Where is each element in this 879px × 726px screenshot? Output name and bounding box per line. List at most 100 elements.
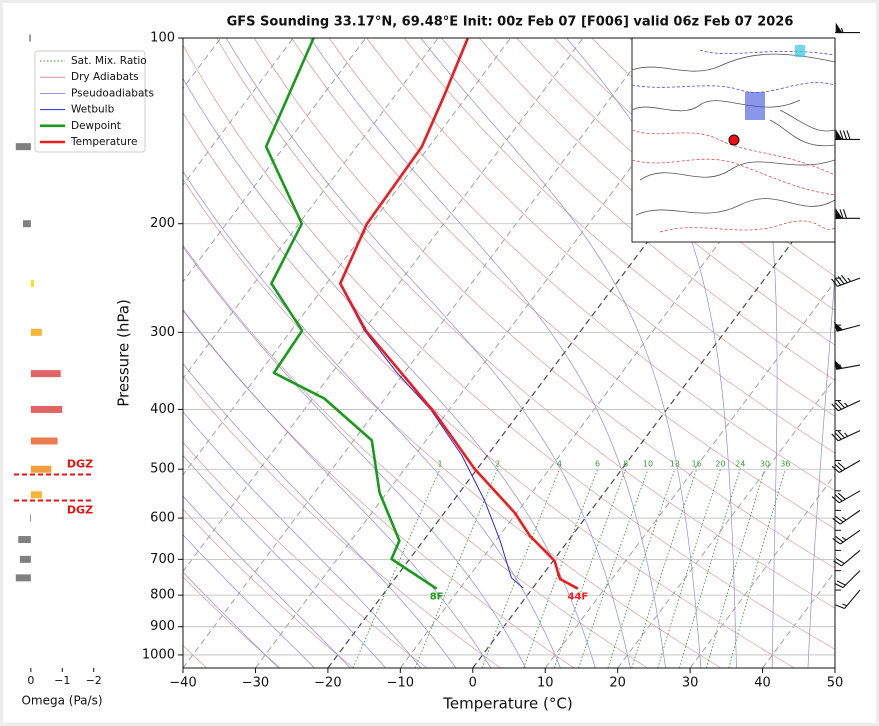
pseudoadiabat [807, 268, 835, 668]
x-tick-label: −40 [169, 676, 196, 691]
mixing-ratio-line [481, 469, 560, 668]
profile-line [339, 37, 579, 590]
dry-adiabat [366, 38, 835, 454]
map-contours [632, 45, 835, 233]
x-tick-label: 0 [469, 676, 477, 691]
omega-bar [19, 555, 31, 563]
dry-adiabat [183, 244, 648, 668]
isotherm [183, 38, 439, 379]
mixing-ratio-label: 6 [595, 460, 600, 469]
legend-label: Temperature [70, 136, 138, 148]
y-tick-label: 100 [150, 31, 175, 46]
map-precip [745, 92, 765, 120]
chart-title: GFS Sounding 33.17°N, 69.48°E Init: 00z … [227, 15, 794, 30]
legend-label: Pseudoadiabats [71, 87, 154, 99]
dry-adiabat [183, 441, 428, 668]
map-temp-contour [699, 49, 835, 56]
mixing-ratio-label: 16 [692, 460, 702, 469]
isotherm [255, 38, 729, 668]
dry-adiabat [441, 38, 835, 381]
isotherm [183, 38, 656, 668]
wind-barb [832, 509, 861, 525]
mixing-ratio-label: 4 [557, 460, 562, 469]
wind-barb [831, 490, 861, 504]
legend-label: Dry Adiabats [71, 71, 139, 83]
x-tick-label: −10 [387, 676, 414, 691]
wind-barb [831, 460, 861, 473]
omega-bar [30, 514, 32, 522]
highlight-isotherm [327, 38, 801, 668]
map-contour [779, 109, 835, 132]
dry-adiabat [403, 38, 835, 417]
y-tick-label: 800 [150, 588, 175, 603]
omega-bar [30, 465, 52, 473]
wind-barb-flag [835, 129, 843, 140]
pseudoadiabat [309, 38, 666, 668]
omega-bar [29, 34, 31, 42]
profiles: 8F 44F [264, 37, 589, 603]
omega-tick-label: 0 [27, 674, 34, 687]
pseudoadiabat [183, 363, 457, 668]
omega-tick-label: −2 [86, 674, 102, 687]
y-tick-label: 300 [150, 325, 175, 340]
background-lines [183, 38, 835, 668]
dry-adiabat [183, 508, 354, 668]
mixing-ratio-label: 1 [438, 460, 443, 469]
mixing-ratio-label: 30 [760, 460, 770, 469]
map-contour [769, 119, 835, 147]
x-tick-label: 30 [682, 676, 699, 691]
wind-barb [831, 400, 861, 412]
surface-label: 44F [568, 592, 589, 603]
pseudoadiabat [183, 454, 387, 668]
mixing-ratio-line [706, 469, 766, 668]
mixing-ratio-label: 13 [670, 460, 680, 469]
legend: Sat. Mix. Ratio Dry Adiabats Pseudoadiabat… [34, 50, 154, 153]
omega-tick-label: −1 [54, 674, 70, 687]
highlight-isotherm [472, 184, 835, 668]
mixing-ratio-line [523, 469, 599, 668]
omega-bar [23, 220, 31, 228]
pseudoadiabat [225, 38, 631, 668]
x-tick-label: 40 [754, 676, 771, 691]
pseudoadiabat [183, 246, 526, 668]
dry-adiabat [183, 112, 795, 668]
mixing-ratio-label: 10 [643, 460, 653, 469]
dry-adiabat [183, 178, 722, 668]
map-contour [639, 159, 835, 181]
omega-bar [30, 370, 61, 378]
wind-barbs [831, 22, 861, 609]
dry-adiabat [216, 38, 835, 609]
map-contour [632, 53, 835, 72]
dry-adiabat [183, 44, 835, 650]
y-tick-label: 200 [150, 216, 175, 231]
wind-barb-flag [835, 208, 843, 219]
omega-bar [30, 328, 42, 336]
dry-adiabat [183, 310, 575, 668]
isotherm [689, 474, 835, 668]
dgz-label: DGZ [67, 504, 93, 517]
omega-bar [30, 280, 34, 288]
wind-barb [831, 274, 861, 287]
x-tick-label: 20 [609, 676, 626, 691]
isotherm [544, 280, 835, 668]
map-contour [632, 99, 801, 112]
y-tick-label: 1000 [142, 647, 175, 662]
pseudoadiabat [183, 571, 279, 668]
mixing-ratio-label: 2 [495, 460, 500, 469]
map-contour [635, 198, 835, 216]
mixing-ratio-line [414, 469, 499, 668]
wind-barb [835, 130, 861, 140]
y-tick-label: 600 [150, 511, 175, 526]
dgz-label: DGZ [67, 458, 93, 471]
x-tick-label: 10 [537, 676, 554, 691]
y-tick-label: 500 [150, 462, 175, 477]
omega-axis-title: Omega (Pa/s) [21, 694, 102, 708]
dry-adiabat [253, 38, 835, 569]
plot-frame [182, 37, 836, 669]
map-temp-contour [659, 220, 835, 233]
pseudoadiabat [420, 38, 702, 668]
map-precip [795, 45, 805, 57]
dry-adiabat [291, 38, 835, 530]
wind-barb [831, 430, 861, 442]
